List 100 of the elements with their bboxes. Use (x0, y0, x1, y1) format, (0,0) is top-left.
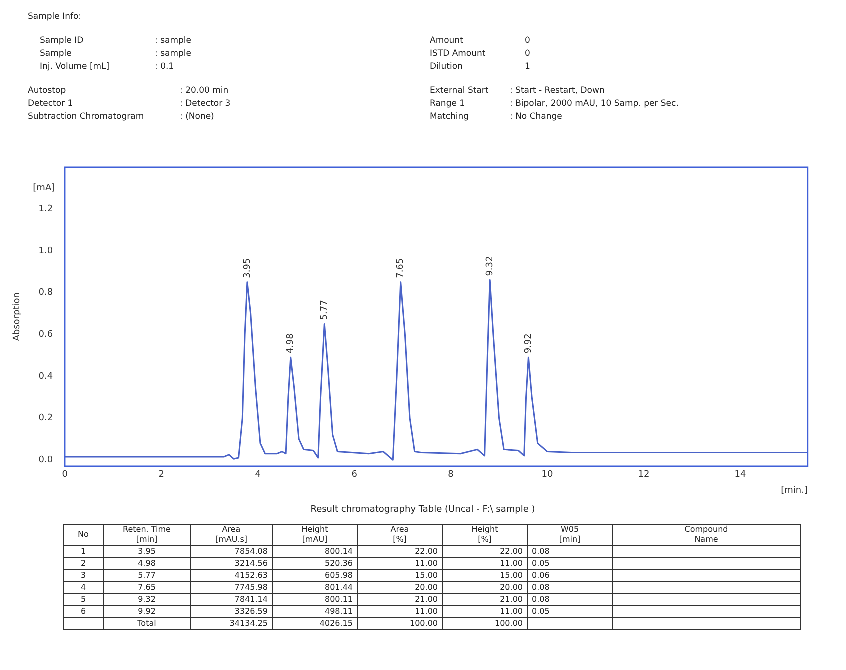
text: 11.00 (358, 558, 442, 570)
x-tick-label: 8 (448, 470, 454, 480)
text: 4 (64, 582, 104, 594)
text: 21.00 (442, 594, 528, 606)
text: 7745.98 (190, 582, 272, 594)
x-tick-label: 2 (158, 470, 164, 480)
text: Height [mAU] (272, 524, 358, 546)
text: 11.00 (442, 606, 528, 618)
text: 11.00 (358, 606, 442, 618)
text: 9.32 (104, 594, 190, 606)
text: : No Change (510, 112, 562, 122)
text: 1 (525, 62, 530, 72)
text: : (None) (180, 112, 214, 122)
text: 0.06 (528, 570, 612, 582)
text: 0.05 (528, 606, 612, 618)
text: 800.11 (272, 594, 358, 606)
x-tick-label: 14 (734, 470, 746, 480)
text: 3214.56 (190, 558, 272, 570)
text: 801.44 (272, 582, 358, 594)
text: No (64, 524, 104, 546)
text: Reten. Time [min] (104, 524, 190, 546)
text: 3.95 (104, 546, 190, 558)
text: : Start - Restart, Down (510, 86, 605, 96)
text: Autostop (28, 86, 66, 96)
text: 11.00 (442, 558, 528, 570)
text: Range 1 (430, 99, 466, 109)
text: 21.00 (358, 594, 442, 606)
text: 20.00 (442, 582, 528, 594)
text: : Bipolar, 2000 mAU, 10 Samp. per Sec. (510, 99, 679, 109)
text: 22.00 (442, 546, 528, 558)
text: Area [mAU.s] (190, 524, 272, 546)
y-tick-label: 1.2 (38, 204, 54, 215)
annotation: 7.65 (396, 258, 406, 278)
text: Sample ID (40, 36, 84, 46)
annotation: 9.92 (524, 334, 534, 354)
text: Detector 1 (28, 99, 74, 109)
text: 5.77 (104, 570, 190, 582)
text: 34134.25 (190, 618, 272, 630)
text: 5 (64, 594, 104, 606)
x-tick-label: 6 (352, 470, 358, 480)
x-tick-label: 12 (638, 470, 650, 480)
y-tick-label: 1.0 (38, 246, 54, 256)
y-tick-label: 0.4 (38, 372, 54, 382)
text: W05 [min] (528, 524, 612, 546)
text: 0.08 (528, 546, 612, 558)
y-tick-label: 0.0 (38, 455, 54, 466)
text: 3 (64, 570, 104, 582)
text: Total (104, 618, 190, 630)
text: 0 (525, 49, 530, 59)
text: 15.00 (442, 570, 528, 582)
text: : 20.00 min (180, 86, 229, 96)
text: 7841.14 (190, 594, 272, 606)
text: External Start (430, 86, 489, 96)
text: Compound Name (612, 524, 800, 546)
text: Inj. Volume [mL] (40, 62, 110, 72)
text: 20.00 (358, 582, 442, 594)
text: 0.05 (528, 558, 612, 570)
y-tick-label: 0.6 (38, 330, 54, 340)
text: Result chromatography Table (Uncal - F:\ sample ) (310, 505, 536, 515)
text: 4026.15 (272, 618, 358, 630)
annotation: 9.32 (485, 256, 496, 276)
text: 3326.59 (190, 606, 272, 618)
text: Sample Info: (28, 12, 82, 22)
text: 6 (64, 606, 104, 618)
x-tick-label: 10 (542, 470, 554, 480)
text: Sample (40, 49, 72, 59)
text: 2 (64, 558, 104, 570)
y-axis-title: Absorption (12, 292, 23, 342)
text: 1 (64, 546, 104, 558)
text: Amount (430, 36, 464, 46)
text: 0.08 (528, 594, 612, 606)
text: : Detector 3 (180, 99, 231, 109)
text: Dilution (430, 62, 463, 72)
text: 100.00 (358, 618, 442, 630)
text: Height [%] (442, 524, 528, 546)
text: 605.98 (272, 570, 358, 582)
text: : sample (155, 36, 192, 46)
text: 7.65 (104, 582, 190, 594)
text: 0 (525, 36, 530, 46)
text: 7854.08 (190, 546, 272, 558)
text: 100.00 (442, 618, 528, 630)
annotation: 5.77 (320, 300, 330, 320)
x-tick-label: 0 (62, 470, 68, 480)
text: : sample (155, 49, 192, 59)
text: [mA] (33, 183, 56, 194)
text: ISTD Amount (430, 49, 486, 59)
text: 520.36 (272, 558, 358, 570)
text: Subtraction Chromatogram (28, 112, 144, 122)
annotation: 4.98 (286, 333, 296, 354)
text: Matching (430, 112, 470, 122)
text: 15.00 (358, 570, 442, 582)
text: 4152.63 (190, 570, 272, 582)
text: 4.98 (104, 558, 190, 570)
text: 9.92 (104, 606, 190, 618)
y-tick-label: 0.2 (38, 414, 54, 424)
text: 498.11 (272, 606, 358, 618)
text: : 0.1 (155, 62, 174, 72)
annotation: 3.95 (242, 258, 253, 278)
x-tick-label: 4 (255, 470, 262, 480)
text: 0.08 (528, 582, 612, 594)
